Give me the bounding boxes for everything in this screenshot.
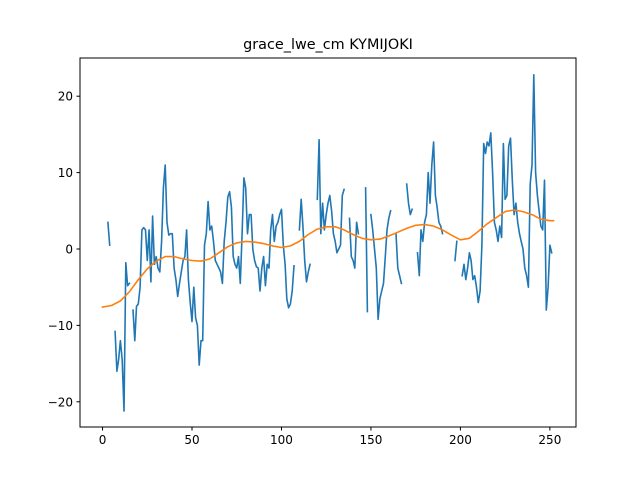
chart-title: grace_lwe_cm KYMIJOKI (243, 37, 413, 53)
observed-series-line (107, 74, 553, 412)
y-tick-label: 20 (58, 90, 73, 104)
x-tick-label: 250 (538, 433, 561, 447)
series-layer (101, 74, 555, 412)
fitted-series-line (101, 209, 555, 309)
x-tick-label: 0 (99, 433, 107, 447)
x-tick-label: 200 (449, 433, 472, 447)
axes-frame (79, 57, 577, 428)
y-tick-label: 10 (58, 166, 73, 180)
x-tick-label: 100 (270, 433, 293, 447)
y-axis: −20 −10 0 10 20 (48, 90, 80, 409)
x-tick-label: 150 (359, 433, 382, 447)
plot-area: 0 50 100 150 200 250 −20 −10 0 10 20 (48, 57, 577, 447)
y-tick-label: 0 (65, 242, 73, 256)
y-tick-label: −10 (48, 319, 73, 333)
x-tick-label: 50 (184, 433, 199, 447)
y-tick-label: −20 (48, 395, 73, 409)
x-axis: 0 50 100 150 200 250 (99, 427, 561, 447)
